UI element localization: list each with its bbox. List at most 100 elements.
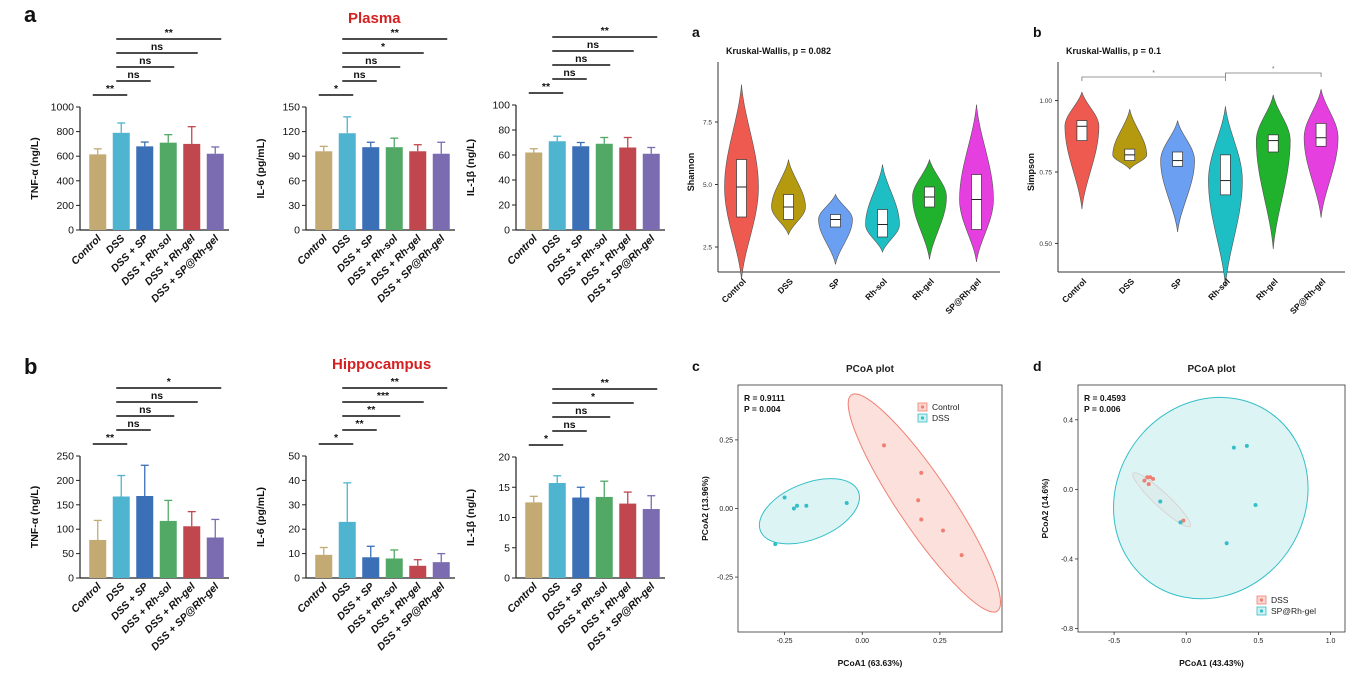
- bar: [338, 133, 356, 230]
- category-label: Control: [505, 580, 541, 616]
- y-axis-label: IL-1β (ng/L): [465, 489, 477, 546]
- data-point: [881, 443, 886, 448]
- shannon-violin-chart: Kruskal-Wallis, p = 0.082 2.5 5.0 7.5 Shanno…: [686, 46, 1000, 316]
- x-tick-label: -0.5: [1108, 638, 1120, 645]
- y-axis-label: IL-1β (ng/L): [465, 139, 477, 196]
- x-tick-label: -0.25: [777, 638, 793, 645]
- box: [1172, 151, 1183, 167]
- bar: [619, 503, 637, 578]
- legend-label: DSS: [932, 413, 950, 423]
- violin: [912, 159, 947, 260]
- data-point: [791, 506, 796, 511]
- category-label: Control: [719, 276, 747, 304]
- category-label: Control: [69, 580, 105, 616]
- bar: [525, 152, 543, 230]
- bar: [315, 151, 333, 230]
- y-tick-label: 40: [498, 175, 510, 187]
- y-tick-label: 150: [56, 499, 74, 511]
- significance-label: ns: [587, 39, 599, 51]
- significance-label: *: [334, 432, 339, 444]
- bar: [206, 153, 224, 230]
- box: [1220, 154, 1231, 196]
- box: [1076, 120, 1088, 141]
- significance-label: *: [167, 376, 172, 388]
- stat-r: R = 0.4593: [1084, 393, 1126, 403]
- bar: [619, 147, 637, 230]
- bar: [315, 554, 333, 578]
- y-tick-label: 0: [68, 225, 74, 237]
- significance-label: *: [381, 41, 386, 53]
- data-point: [1142, 478, 1147, 483]
- y-axis-label: PCoA2 (14.6%): [1040, 478, 1050, 538]
- y-tick-label: 0.4: [1063, 417, 1073, 424]
- y-tick-label: 60: [498, 150, 510, 162]
- significance-label: ns: [353, 69, 365, 81]
- panel-d-letter: d: [1033, 358, 1042, 374]
- box: [877, 209, 888, 238]
- data-point: [919, 470, 924, 475]
- plot-title: PCoA plot: [1188, 364, 1237, 375]
- category-label: Rh-sol: [863, 276, 889, 302]
- category-label: Rh-gel: [1254, 276, 1280, 302]
- significance-label: *: [1152, 70, 1155, 77]
- x-axis-label: PCoA1 (43.43%): [1179, 658, 1244, 668]
- violin: [818, 193, 853, 265]
- violin: [1160, 120, 1195, 233]
- y-axis-label: TNF-α (ng/L): [29, 137, 41, 199]
- stat-r: R = 0.9111: [744, 393, 785, 403]
- legend-label: SP@Rh-gel: [1271, 606, 1316, 616]
- significance-label: ns: [151, 390, 163, 402]
- data-point: [1158, 499, 1163, 504]
- y-axis-label: IL-6 (pg/mL): [255, 487, 267, 547]
- significance-label: *: [1272, 66, 1275, 73]
- data-point: [940, 528, 945, 533]
- y-tick-label: 2.5: [703, 245, 712, 252]
- y-tick-label: 60: [288, 175, 300, 187]
- y-tick-label: 100: [492, 100, 510, 112]
- significance-label: ns: [151, 41, 163, 53]
- y-tick-label: 15: [498, 482, 510, 494]
- y-tick-label: 250: [56, 451, 74, 463]
- significance-label: ***: [377, 390, 390, 402]
- y-tick-label: 0.0: [1063, 487, 1073, 494]
- violin: [865, 164, 900, 254]
- y-tick-label: 100: [56, 524, 74, 536]
- bar: [595, 496, 613, 578]
- box: [830, 214, 841, 228]
- bar: [112, 496, 130, 578]
- y-tick-label: 80: [498, 125, 510, 137]
- bar: [183, 526, 201, 578]
- y-tick-label: -0.4: [1061, 556, 1073, 563]
- significance-label: ns: [139, 404, 151, 416]
- violin: [1208, 106, 1243, 287]
- x-tick-label: 1.0: [1326, 638, 1336, 645]
- bar: [409, 565, 427, 578]
- bar: [548, 483, 566, 578]
- bar: [409, 151, 427, 230]
- confidence-ellipse: [847, 393, 1002, 613]
- y-tick-label: 150: [282, 102, 300, 114]
- bar: [136, 146, 154, 230]
- significance-label: **: [106, 83, 115, 95]
- bar: [595, 143, 613, 230]
- data-point: [773, 542, 778, 547]
- confidence-ellipse: [1113, 396, 1309, 600]
- data-point: [1146, 482, 1151, 487]
- kruskal-wallis-annotation: Kruskal-Wallis, p = 0.1: [1066, 46, 1161, 56]
- panel-b-letter-left: b: [24, 354, 38, 379]
- y-tick-label: 10: [288, 548, 300, 560]
- x-tick-label: 0.5: [1254, 638, 1264, 645]
- data-point: [844, 501, 849, 506]
- significance-label: ns: [575, 405, 587, 417]
- bar: [385, 147, 403, 230]
- x-tick-label: 0.0: [1181, 638, 1191, 645]
- legend-marker: [920, 416, 925, 420]
- y-tick-label: 0: [294, 573, 300, 585]
- simpson-violin-chart: Kruskal-Wallis, p = 0.1 0.50 0.75 1.00 Simps…: [1026, 46, 1345, 316]
- bar: [572, 146, 590, 230]
- legend-marker: [920, 405, 925, 409]
- y-tick-label: 7.5: [703, 120, 712, 127]
